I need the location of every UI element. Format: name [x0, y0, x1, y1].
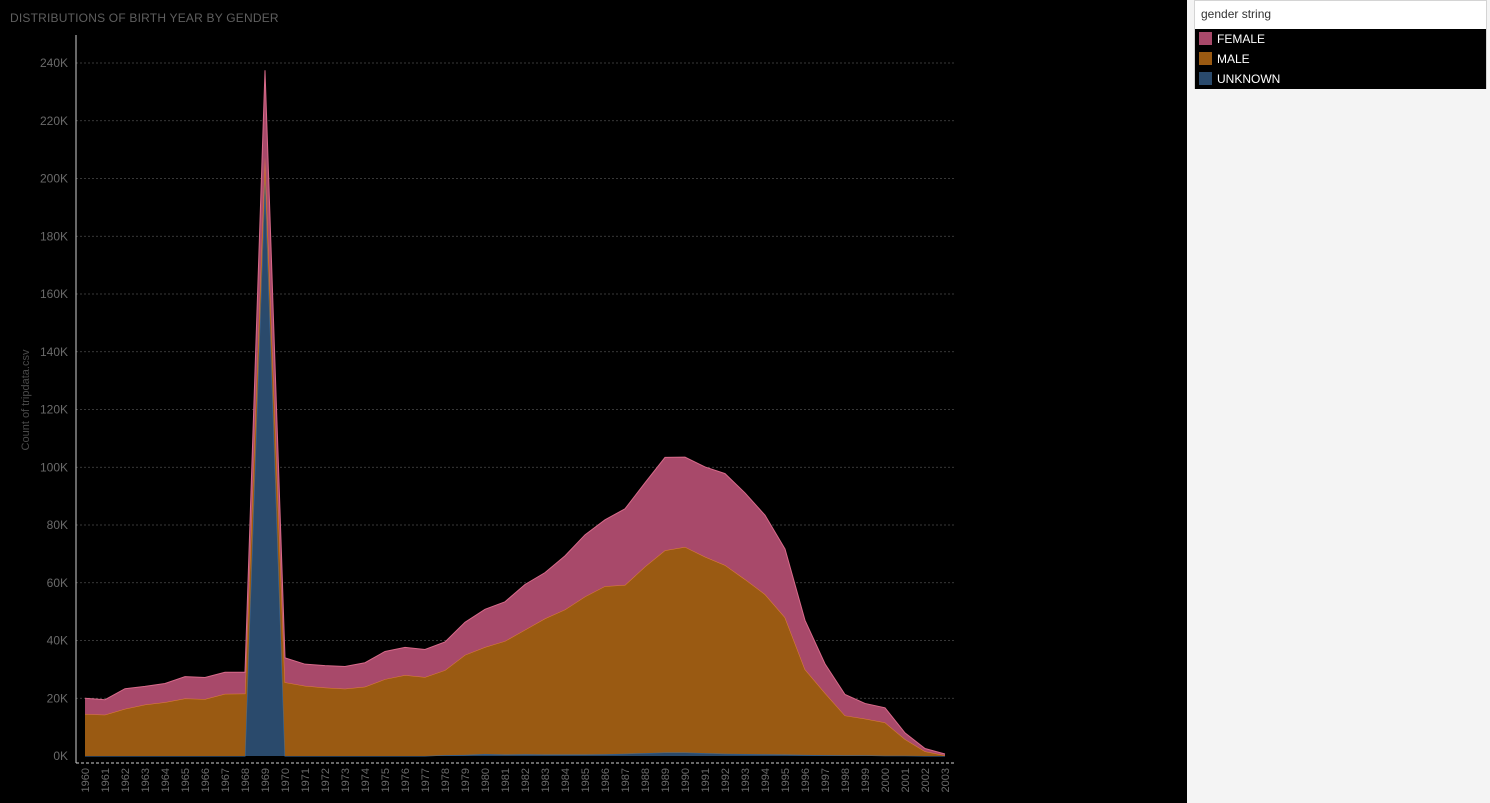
x-tick-label: 2002 [920, 768, 932, 792]
x-tick-label: 1997 [820, 768, 832, 792]
x-tick-label: 1976 [400, 768, 412, 792]
x-tick-label: 1991 [700, 768, 712, 792]
x-tick-label: 1960 [80, 768, 92, 792]
x-tick-label: 1995 [780, 768, 792, 792]
legend: gender string FEMALE MALE UNKNOWN [1194, 0, 1487, 89]
legend-swatch-male [1199, 52, 1212, 65]
x-tick-label: 1972 [320, 768, 332, 792]
x-tick-label: 1971 [300, 768, 312, 792]
y-tick-label: 180K [40, 229, 68, 243]
y-tick-label: 140K [40, 345, 68, 359]
area-series[interactable] [84, 70, 946, 757]
x-tick-label: 1999 [860, 768, 872, 792]
x-tick-label: 1964 [160, 768, 172, 792]
legend-item-female[interactable]: FEMALE [1195, 29, 1486, 49]
y-tick-label: 80K [47, 518, 68, 532]
area-chart: 0K 20K 40K 60K 80K 100K 120K 140K 160K 180K 200K 22… [20, 35, 956, 792]
x-tick-label: 1994 [760, 768, 772, 792]
x-tick-label: 1968 [240, 768, 252, 792]
x-tick-label: 1983 [540, 768, 552, 792]
x-tick-label: 1969 [260, 768, 272, 792]
x-tick-label: 1974 [360, 768, 372, 792]
y-tick-label: 220K [40, 114, 68, 128]
x-tick-label: 2000 [880, 768, 892, 792]
y-tick-label: 160K [40, 287, 68, 301]
y-tick-label: 240K [40, 56, 68, 70]
x-tick-label: 1979 [460, 768, 472, 792]
y-tick-label: 40K [47, 634, 68, 648]
axes: 0K 20K 40K 60K 80K 100K 120K 140K 160K 180K 200K 22… [40, 35, 956, 792]
x-tick-label: 1993 [740, 768, 752, 792]
legend-item-unknown[interactable]: UNKNOWN [1195, 69, 1486, 89]
area-male [85, 156, 945, 756]
y-tick-label: 100K [40, 460, 68, 474]
x-tick-label: 1963 [140, 768, 152, 792]
x-tick-label: 1980 [480, 768, 492, 792]
x-tick-label: 1978 [440, 768, 452, 792]
x-tick-label: 1992 [720, 768, 732, 792]
legend-swatch-female [1199, 32, 1212, 45]
side-panel [1187, 0, 1490, 803]
x-tick-label: 1967 [220, 768, 232, 792]
x-tick-label: 1965 [180, 768, 192, 792]
x-tick-label: 1970 [280, 768, 292, 792]
x-tick-label: 1986 [600, 768, 612, 792]
x-tick-label: 1962 [120, 768, 132, 792]
chart-title: DISTRIBUTIONS OF BIRTH YEAR BY GENDER [10, 11, 279, 25]
x-tick-label: 1985 [580, 768, 592, 792]
x-tick-label: 1988 [640, 768, 652, 792]
x-tick-label: 1984 [560, 768, 572, 792]
area-female [85, 70, 945, 756]
x-tick-label: 1975 [380, 768, 392, 792]
x-tick-label: 1966 [200, 768, 212, 792]
x-tick-label: 1998 [840, 768, 852, 792]
x-tick-label: 2001 [900, 768, 912, 792]
x-tick-label: 1989 [660, 768, 672, 792]
y-tick-label: 60K [47, 576, 68, 590]
x-tick-label: 2003 [940, 768, 952, 792]
legend-item-male[interactable]: MALE [1195, 49, 1486, 69]
x-tick-label: 1987 [620, 768, 632, 792]
x-tick-label: 1990 [680, 768, 692, 792]
series-line-female [84, 70, 946, 755]
y-tick-label: 0K [53, 749, 68, 763]
legend-title: gender string [1201, 7, 1272, 21]
y-tick-label: 20K [47, 691, 68, 705]
x-tick-label: 1961 [100, 768, 112, 792]
x-tick-label: 1981 [500, 768, 512, 792]
area-unknown [85, 178, 945, 756]
y-tick-label: 200K [40, 172, 68, 186]
legend-swatch-unknown [1199, 72, 1212, 85]
legend-label-unknown: UNKNOWN [1217, 72, 1281, 86]
legend-label-male: MALE [1217, 52, 1250, 66]
x-tick-label: 1996 [800, 768, 812, 792]
x-tick-label: 1973 [340, 768, 352, 792]
legend-list: FEMALE MALE UNKNOWN [1195, 29, 1486, 89]
legend-label-female: FEMALE [1217, 32, 1266, 46]
x-tick-label: 1977 [420, 768, 432, 792]
y-tick-label: 120K [40, 403, 68, 417]
x-tick-label: 1982 [520, 768, 532, 792]
y-axis-label: Count of tripdata.csv [20, 349, 32, 450]
